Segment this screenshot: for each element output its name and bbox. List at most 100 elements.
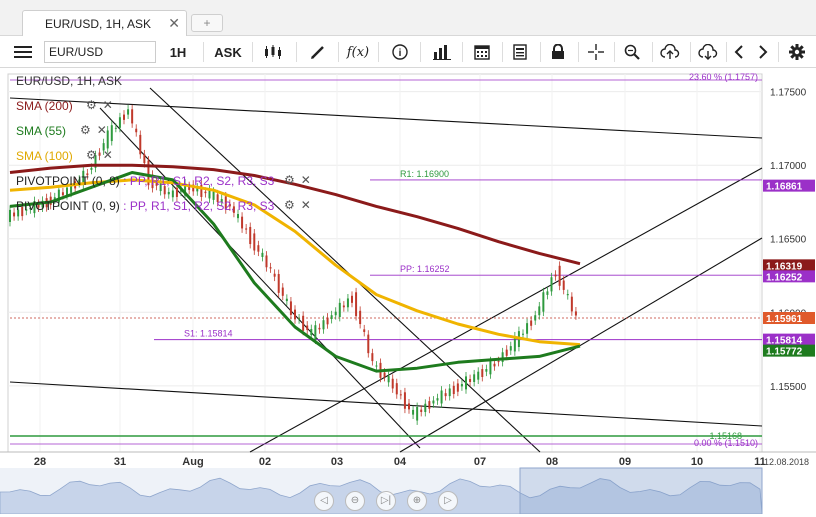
candle-body <box>526 323 529 334</box>
info-icon[interactable]: i <box>386 40 414 64</box>
candle-body <box>163 186 166 195</box>
candle-body <box>432 400 435 404</box>
candle-body <box>86 173 89 176</box>
chevron-left-icon[interactable] <box>728 40 750 64</box>
candle-body <box>257 245 260 252</box>
candle-body <box>110 125 113 142</box>
candle-body <box>94 155 97 168</box>
candle-body <box>21 206 24 217</box>
candle-body <box>558 265 561 286</box>
sma55-line <box>9 171 581 373</box>
price-badge <box>763 344 815 357</box>
pivot1-controls[interactable]: ⚙✕ <box>284 173 317 187</box>
menu-icon[interactable] <box>10 40 36 64</box>
chevron-right-icon[interactable] <box>752 40 774 64</box>
pivot-pp-label: PP: 1.16252 <box>400 264 450 274</box>
candle-body <box>224 196 227 210</box>
candle-body <box>114 127 117 129</box>
toolbar: 1H ASK f(x) i <box>0 36 816 68</box>
price-badge-label: 1.16319 <box>766 261 803 272</box>
candle-body <box>416 406 419 421</box>
channel-up-1 <box>249 167 763 453</box>
candle-body <box>355 292 358 317</box>
reset-view-button[interactable]: ▷| <box>376 491 396 511</box>
timeframe-select[interactable]: 1H <box>162 40 194 64</box>
scroll-right-button[interactable]: ▷ <box>438 491 458 511</box>
upload-cloud-icon[interactable] <box>656 40 684 64</box>
calendar-icon[interactable] <box>468 40 496 64</box>
sma100-controls[interactable]: ⚙✕ <box>86 148 119 162</box>
candle-body <box>123 114 125 120</box>
candle-body <box>452 385 455 395</box>
candle-body <box>342 305 345 308</box>
candle-body <box>289 301 292 315</box>
candle-body <box>200 184 203 197</box>
candle-body <box>554 274 557 277</box>
channel-down-2 <box>149 87 541 453</box>
candle-body <box>338 302 341 317</box>
candle-body <box>550 277 553 292</box>
sma200-line <box>9 163 581 266</box>
gear-icon[interactable] <box>784 40 810 64</box>
add-tab-button[interactable]: + <box>191 14 223 32</box>
chart-area[interactable]: 1.175001.170001.165001.160001.155002831A… <box>0 68 816 515</box>
zoom-in-button[interactable]: ⊕ <box>407 491 427 511</box>
price-chart[interactable]: 1.175001.170001.165001.160001.155002831A… <box>0 68 816 515</box>
candle-body <box>574 311 577 316</box>
legend-sma100[interactable]: SMA (100) <box>16 149 73 163</box>
pivot2-controls[interactable]: ⚙✕ <box>284 198 317 212</box>
fx-icon[interactable]: f(x) <box>346 44 370 60</box>
candle-body <box>330 315 333 320</box>
navigator-window <box>519 467 763 515</box>
x-tick-label: 31 <box>114 456 126 468</box>
y-tick-label: 1.15500 <box>770 382 807 393</box>
legend-pivot1[interactable]: PIVOTPOINT (0, 8) : PP, R1, S1, R2, S2, … <box>16 174 275 188</box>
fib-top-label: 23.60 % (1.1757) <box>689 72 758 82</box>
y-tick-label: 1.17000 <box>770 161 807 172</box>
tab-chart[interactable]: EUR/USD, 1H, ASK ✕ <box>22 10 187 36</box>
sma200-controls[interactable]: ⚙✕ <box>86 98 119 112</box>
legend-sma200[interactable]: SMA (200) <box>16 99 73 113</box>
lock-icon[interactable] <box>544 40 572 64</box>
side-select[interactable]: ASK <box>210 40 246 64</box>
candle-body <box>208 189 211 199</box>
gear-icon: ⚙ <box>86 98 103 112</box>
candle-body <box>265 255 268 268</box>
legend-sma55[interactable]: SMA (55) <box>16 124 67 138</box>
candle-body <box>175 187 178 197</box>
candle-body <box>399 394 402 396</box>
download-cloud-icon[interactable] <box>694 40 722 64</box>
y-tick-label: 1.16500 <box>770 235 807 246</box>
x-tick-label: 28 <box>34 456 46 468</box>
gear-icon: ⚙ <box>80 123 97 137</box>
sma55-controls[interactable]: ⚙✕ <box>80 123 113 137</box>
candle-body <box>542 292 545 312</box>
candle-body <box>322 320 325 330</box>
candle-body <box>485 369 488 372</box>
close-icon: ✕ <box>102 148 119 162</box>
candle-body <box>139 134 142 155</box>
legend-pivot2[interactable]: PIVOTPOINT (0, 9) : PP, R1, S1, R2, S2, … <box>16 199 275 213</box>
close-icon[interactable]: ✕ <box>168 15 180 31</box>
candles-icon[interactable] <box>258 40 288 64</box>
candle-body <box>232 206 235 213</box>
candle-body <box>371 353 374 362</box>
candle-body <box>367 334 370 354</box>
symbol-input[interactable] <box>44 41 156 63</box>
notepad-icon[interactable] <box>506 40 534 64</box>
candle-body <box>436 398 439 401</box>
crosshair-icon[interactable] <box>582 40 610 64</box>
candle-body <box>131 109 134 124</box>
volume-bars-icon[interactable] <box>428 40 456 64</box>
green-level-label: 1.15168 <box>709 431 742 441</box>
candle-body <box>253 233 256 251</box>
x-tick-label: 02 <box>259 456 271 468</box>
pen-icon[interactable] <box>304 40 332 64</box>
price-badge <box>763 259 815 272</box>
scroll-left-button[interactable]: ◁ <box>314 491 334 511</box>
zoom-icon[interactable] <box>618 40 646 64</box>
zoom-out-button[interactable]: ⊖ <box>345 491 365 511</box>
candle-body <box>204 191 207 194</box>
candle-body <box>78 179 81 184</box>
candle-body <box>237 214 239 219</box>
